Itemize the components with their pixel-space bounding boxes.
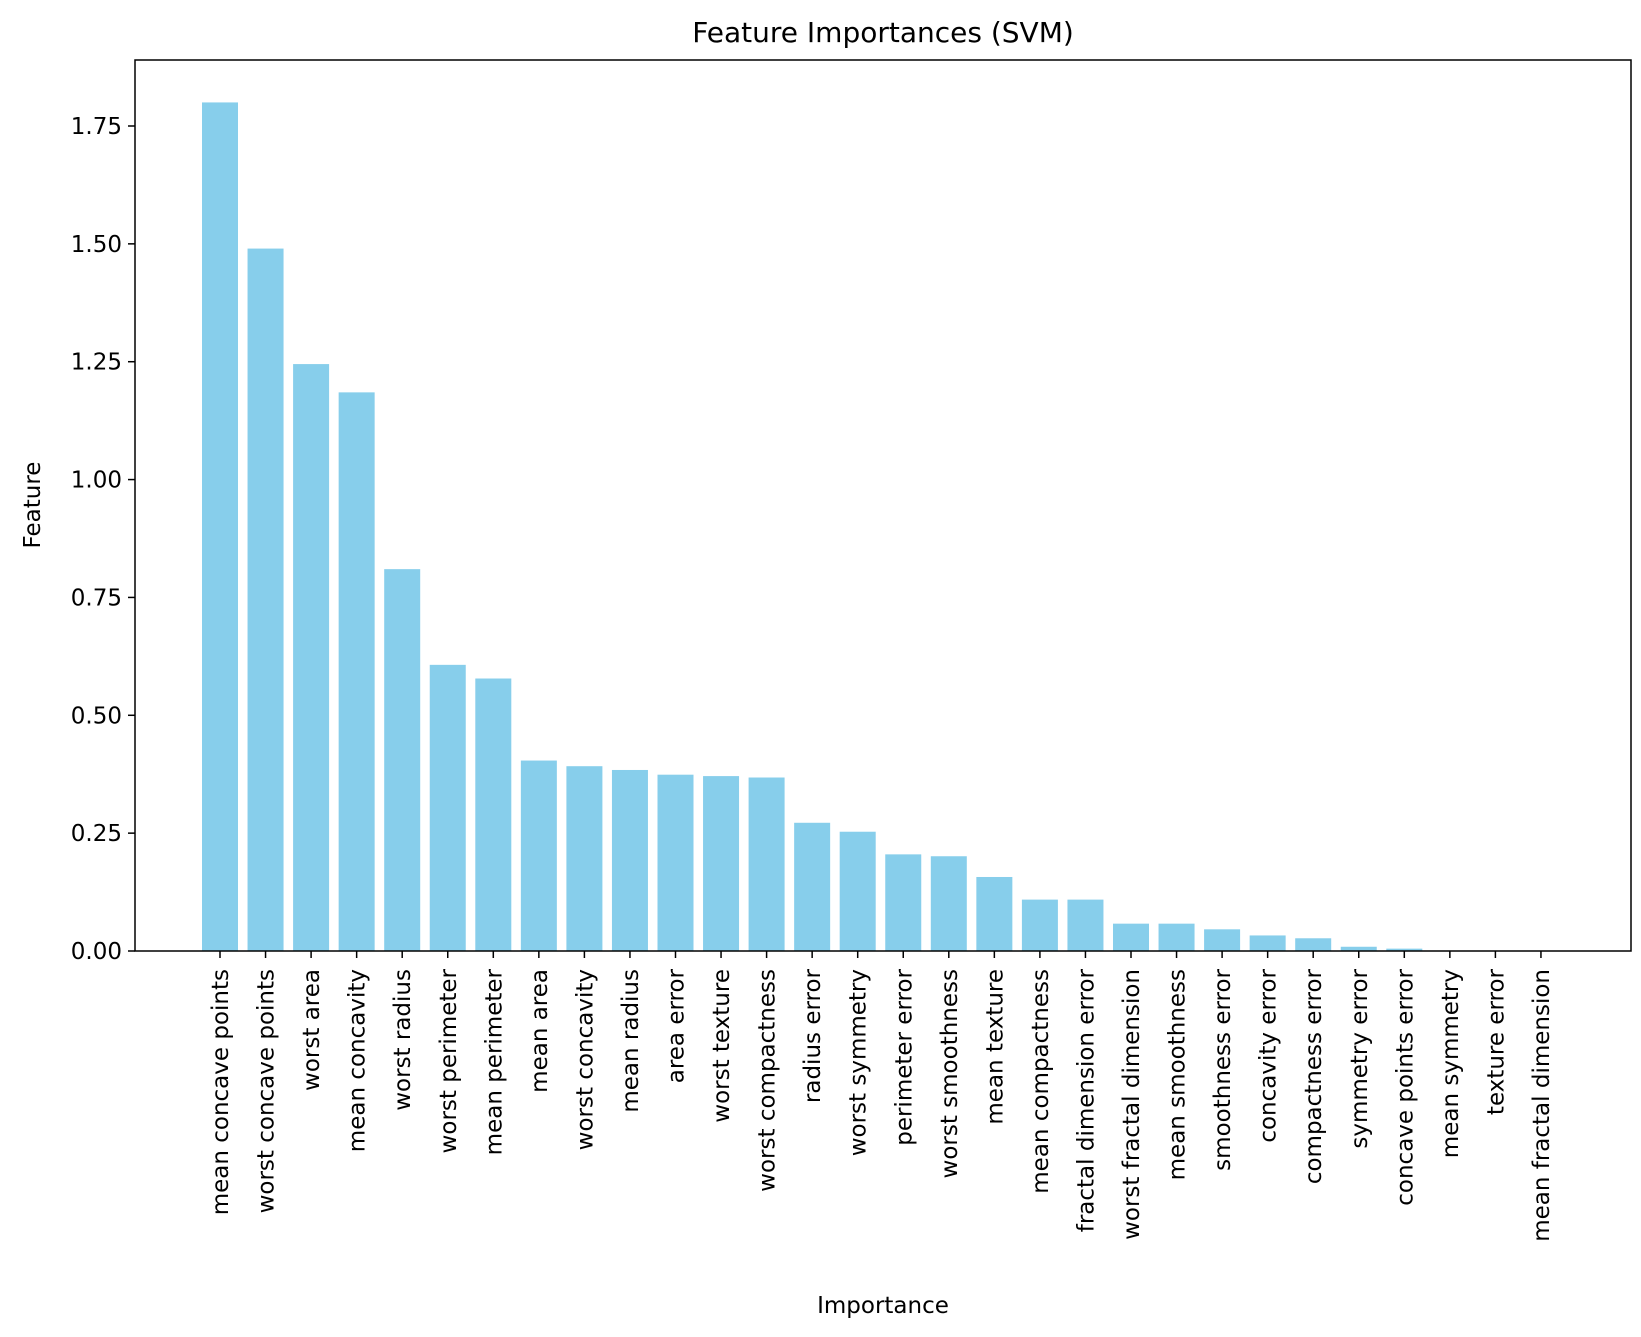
- bar-mean-concavity: [338, 392, 375, 951]
- x-tick-label: mean concavity: [345, 969, 371, 1152]
- x-tick-label: area error: [664, 968, 690, 1083]
- bar-mean-area: [520, 760, 557, 951]
- bar-worst-fractal-dimension: [1113, 923, 1149, 951]
- y-tick-label: 1.50: [71, 232, 122, 258]
- bar-mean-compactness: [1021, 899, 1058, 951]
- x-tick-label: mean smoothness: [1165, 969, 1191, 1180]
- x-tick-label: mean area: [527, 969, 553, 1093]
- bar-worst-radius: [384, 569, 421, 951]
- x-tick-label: mean fractal dimension: [1529, 969, 1555, 1242]
- x-tick-label: worst concave points: [254, 969, 280, 1213]
- bar-worst-compactness: [748, 777, 785, 951]
- x-tick-label: compactness error: [1301, 968, 1327, 1184]
- x-tick-label: smoothness error: [1210, 968, 1236, 1170]
- bar-worst-area: [293, 364, 330, 952]
- x-tick-label: radius error: [800, 968, 826, 1103]
- y-tick-label: 1.25: [71, 350, 122, 376]
- x-tick-label: mean concave points: [208, 969, 234, 1215]
- x-axis: mean concave points worst concave points w…: [208, 951, 1555, 1242]
- x-tick-label: mean radius: [618, 969, 644, 1113]
- bar-mean-perimeter: [475, 678, 512, 951]
- x-tick-label: worst fractal dimension: [1119, 969, 1145, 1240]
- bar-radius-error: [794, 822, 831, 951]
- bars-group: [202, 102, 1559, 952]
- y-tick-label: 0.25: [71, 821, 122, 847]
- x-tick-label: perimeter error: [891, 968, 917, 1145]
- bar-symmetry-error: [1340, 946, 1377, 951]
- bar-mean-texture: [976, 876, 1013, 951]
- x-tick-label: worst texture: [709, 969, 735, 1123]
- y-tick-label: 1.00: [71, 468, 122, 494]
- x-tick-label: fractal dimension error: [1073, 968, 1099, 1232]
- bar-area-error: [657, 774, 694, 951]
- x-tick-label: worst compactness: [755, 969, 781, 1192]
- y-axis: 0.00 0.25 0.50 0.75 1.00 1.25 1.50 1.75: [71, 114, 135, 965]
- x-tick-label: worst perimeter: [436, 968, 462, 1153]
- bar-worst-texture: [703, 776, 740, 951]
- x-tick-label: concavity error: [1256, 968, 1282, 1142]
- bar-fractal-dimension-error: [1067, 899, 1104, 951]
- x-tick-label: mean texture: [982, 969, 1008, 1125]
- x-tick-label: mean compactness: [1028, 969, 1054, 1194]
- x-tick-label: symmetry error: [1347, 968, 1373, 1148]
- x-tick-label: worst concavity: [572, 969, 598, 1150]
- x-tick-label: worst area: [299, 969, 325, 1091]
- x-tick-label: worst radius: [390, 969, 416, 1111]
- bar-worst-symmetry: [839, 831, 876, 951]
- x-tick-label: worst symmetry: [846, 969, 872, 1156]
- bar-mean-radius: [611, 769, 648, 951]
- bar-compactness-error: [1295, 938, 1332, 951]
- bar-concavity-error: [1249, 935, 1286, 951]
- y-tick-label: 0.50: [71, 703, 122, 729]
- x-tick-label: concave points error: [1392, 968, 1418, 1205]
- x-tick-label: texture error: [1483, 968, 1509, 1115]
- plot-frame: [134, 59, 1632, 952]
- bar-worst-perimeter: [429, 664, 466, 951]
- y-tick-label: 0.75: [71, 585, 122, 611]
- bar-worst-concavity: [566, 766, 603, 951]
- x-tick-label: mean perimeter: [481, 968, 507, 1155]
- x-axis-label: Importance: [817, 1293, 949, 1319]
- bar-worst-smoothness: [930, 856, 967, 951]
- bar-mean-concave-points: [202, 102, 238, 951]
- y-tick-label: 1.75: [71, 114, 122, 140]
- bar-concave-points-error: [1386, 948, 1423, 951]
- bar-perimeter-error: [885, 854, 922, 951]
- y-tick-label: 0.00: [71, 939, 122, 965]
- x-tick-label: mean symmetry: [1438, 969, 1464, 1158]
- bar-smoothness-error: [1204, 929, 1241, 951]
- x-tick-label: worst smoothness: [937, 969, 963, 1178]
- bar-worst-concave-points: [247, 248, 284, 952]
- bar-mean-smoothness: [1158, 923, 1195, 951]
- chart-title: Feature Importances (SVM): [692, 16, 1074, 49]
- y-axis-label: Feature: [20, 462, 46, 549]
